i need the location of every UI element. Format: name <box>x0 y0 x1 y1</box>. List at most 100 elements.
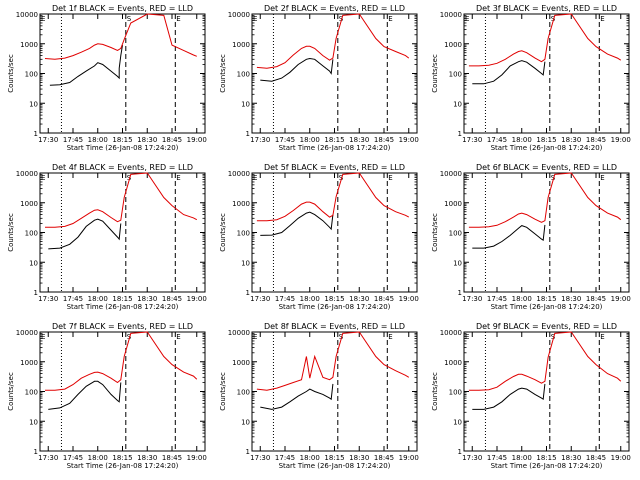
plot-frame <box>251 172 418 293</box>
y-tick-label: 100 <box>449 71 462 79</box>
corner-marker-label: E <box>465 15 469 23</box>
x-tick-label: 18:45 <box>374 454 394 462</box>
x-axis-label: Start Time (26-Jan-08 17:24:20) <box>67 144 179 152</box>
x-tick-label: 18:00 <box>88 136 108 144</box>
series-lld-line <box>44 13 197 60</box>
marker-label: S <box>127 15 132 23</box>
y-tick-label: 1 <box>458 130 462 138</box>
y-tick-label: 1000 <box>20 41 38 49</box>
x-tick-label: 17:30 <box>250 136 270 144</box>
y-tick-label: 10 <box>453 259 462 267</box>
series-lld-line <box>45 172 198 228</box>
x-tick-label: 19:00 <box>399 454 419 462</box>
panel-title: Det 5f BLACK = Events, RED = LLD <box>264 163 405 172</box>
panel-title: Det 2f BLACK = Events, RED = LLD <box>264 4 405 13</box>
series-events-line <box>48 218 122 250</box>
marker-label: E <box>600 174 604 182</box>
x-tick-label: 18:15 <box>324 295 344 303</box>
panel-det-6: Det 6f BLACK = Events, RED = LLD 1 10 100 10… <box>431 163 631 311</box>
corner-marker-label: E <box>253 174 257 182</box>
y-tick-label: 100 <box>25 230 38 238</box>
x-tick-label: 17:45 <box>275 295 295 303</box>
y-tick-label: 10 <box>29 100 38 108</box>
x-tick-label: 18:00 <box>88 454 108 462</box>
x-axis-label: Start Time (26-Jan-08 17:24:20) <box>67 462 179 470</box>
y-tick-label: 100 <box>25 71 38 79</box>
plot-frame <box>463 13 630 134</box>
x-tick-label: 17:30 <box>462 136 482 144</box>
x-tick-label: 18:45 <box>374 136 394 144</box>
x-tick-label: 18:45 <box>162 295 182 303</box>
panel-det-1: Det 1f BLACK = Events, RED = LLD 1 10 100 10… <box>7 4 207 152</box>
y-tick-label: 10 <box>241 100 250 108</box>
x-tick-label: 18:15 <box>324 454 344 462</box>
y-tick-label: 10 <box>453 418 462 426</box>
y-tick-label: 1000 <box>232 200 250 208</box>
x-tick-label: 18:15 <box>324 136 344 144</box>
x-tick-label: 18:30 <box>137 136 157 144</box>
y-tick-label: 100 <box>237 230 250 238</box>
x-tick-label: 17:45 <box>275 454 295 462</box>
x-tick-label: 18:30 <box>137 295 157 303</box>
y-axis-label: Counts/sec <box>219 54 227 93</box>
marker-label: E <box>176 15 180 23</box>
panel-title: Det 9f BLACK = Events, RED = LLD <box>476 322 617 331</box>
corner-marker-label: E <box>465 333 469 341</box>
series-lld-line <box>256 13 410 69</box>
panel-title: Det 3f BLACK = Events, RED = LLD <box>476 4 617 13</box>
corner-marker-label: E <box>41 333 45 341</box>
x-tick-label: 19:00 <box>187 454 207 462</box>
x-tick-label: 17:30 <box>250 454 270 462</box>
y-tick-label: 10000 <box>228 329 250 337</box>
panel-title: Det 8f BLACK = Events, RED = LLD <box>264 322 405 331</box>
y-tick-label: 10 <box>241 418 250 426</box>
x-tick-label: 18:00 <box>512 136 532 144</box>
panel-det-5: Det 5f BLACK = Events, RED = LLD 1 10 100 10… <box>219 163 419 311</box>
x-tick-label: 18:00 <box>300 136 320 144</box>
x-tick-label: 17:45 <box>275 136 295 144</box>
x-tick-label: 17:30 <box>38 136 58 144</box>
x-tick-label: 18:00 <box>88 295 108 303</box>
corner-marker-label: E <box>41 174 45 182</box>
x-tick-label: 19:00 <box>399 295 419 303</box>
y-tick-label: 10000 <box>228 11 250 19</box>
series-lld-line <box>468 13 622 67</box>
panel-det-7: Det 7f BLACK = Events, RED = LLD 1 10 100 10… <box>7 322 207 470</box>
y-tick-label: 1 <box>246 289 250 297</box>
x-axis-label: Start Time (26-Jan-08 17:24:20) <box>279 144 391 152</box>
marker-label: E <box>388 174 392 182</box>
x-tick-label: 17:30 <box>38 295 58 303</box>
marker-label: E <box>600 333 604 341</box>
x-axis-label: Start Time (26-Jan-08 17:24:20) <box>279 303 391 311</box>
x-tick-label: 19:00 <box>187 136 207 144</box>
y-tick-label: 1000 <box>232 41 250 49</box>
x-tick-label: 18:30 <box>561 454 581 462</box>
y-tick-label: 10000 <box>228 170 250 178</box>
y-tick-label: 10 <box>453 100 462 108</box>
x-tick-label: 17:45 <box>487 295 507 303</box>
y-axis-label: Counts/sec <box>7 372 15 411</box>
y-tick-label: 10 <box>241 259 250 267</box>
y-tick-label: 10000 <box>16 329 38 337</box>
panel-det-4: Det 4f BLACK = Events, RED = LLD 1 10 100 10… <box>7 163 207 311</box>
x-tick-label: 18:00 <box>300 454 320 462</box>
panel-title: Det 1f BLACK = Events, RED = LLD <box>52 4 193 13</box>
x-tick-label: 18:15 <box>536 136 556 144</box>
y-tick-label: 100 <box>449 230 462 238</box>
plot-frame <box>39 331 206 452</box>
series-events-line <box>48 380 122 410</box>
series-events-line <box>260 383 334 410</box>
series-events-line <box>49 45 123 86</box>
y-tick-label: 1 <box>246 130 250 138</box>
panel-det-9: Det 9f BLACK = Events, RED = LLD 1 10 100 10… <box>431 322 631 470</box>
x-tick-label: 18:30 <box>561 295 581 303</box>
series-events-line <box>472 383 546 410</box>
plot-frame <box>463 172 630 293</box>
x-tick-label: 18:30 <box>349 454 369 462</box>
y-tick-label: 1000 <box>444 41 462 49</box>
x-tick-label: 18:15 <box>112 136 132 144</box>
series-events-line <box>472 224 546 249</box>
corner-marker-label: E <box>465 174 469 182</box>
x-tick-label: 19:00 <box>611 295 631 303</box>
